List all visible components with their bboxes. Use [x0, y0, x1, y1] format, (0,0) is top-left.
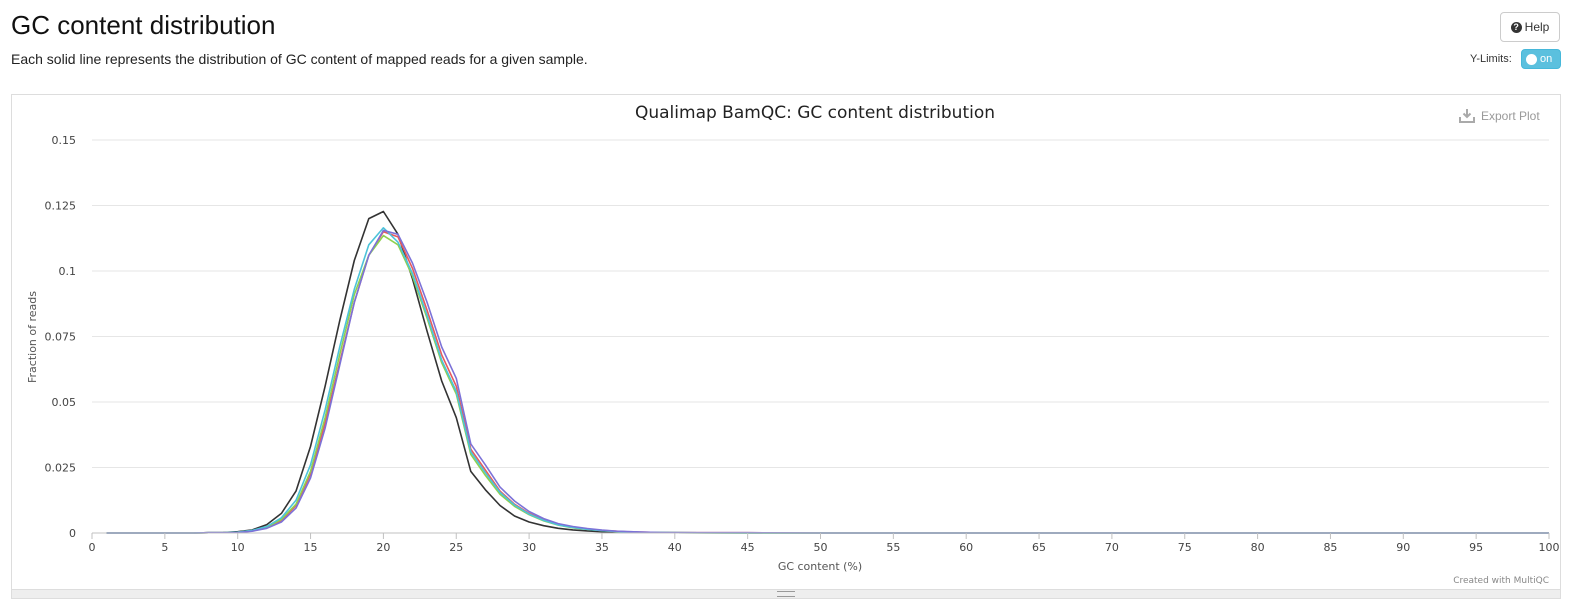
help-button[interactable]: ? Help — [1500, 12, 1560, 42]
x-tick-label: 75 — [1178, 541, 1192, 554]
x-tick-label: 70 — [1105, 541, 1119, 554]
series-line-2[interactable] — [106, 230, 1549, 534]
plot-resize-handle[interactable] — [11, 589, 1561, 599]
y-axis-label: Fraction of reads — [26, 291, 39, 383]
resize-grip-icon — [777, 591, 795, 597]
x-tick-label: 80 — [1251, 541, 1265, 554]
x-tick-label: 50 — [814, 541, 828, 554]
x-tick-label: 90 — [1396, 541, 1410, 554]
x-tick-label: 85 — [1323, 541, 1337, 554]
y-tick-label: 0.025 — [45, 462, 77, 475]
plot-container — [11, 94, 1561, 598]
plot-description: Each solid line represents the distribut… — [11, 51, 588, 67]
x-tick-label: 100 — [1539, 541, 1560, 554]
toggle-knob — [1526, 53, 1537, 65]
y-tick-label: 0.1 — [59, 265, 77, 278]
y-tick-label: 0.125 — [45, 200, 77, 213]
x-tick-label: 5 — [161, 541, 168, 554]
x-tick-label: 25 — [449, 541, 463, 554]
y-tick-label: 0 — [69, 527, 76, 540]
series-line-1[interactable] — [106, 210, 1549, 534]
download-icon — [1459, 109, 1475, 123]
x-tick-label: 30 — [522, 541, 536, 554]
x-tick-label: 15 — [304, 541, 318, 554]
x-tick-label: 95 — [1469, 541, 1483, 554]
credit-text: Created with MultiQC — [1453, 576, 1549, 586]
y-tick-label: 0.15 — [52, 134, 77, 147]
series-layer[interactable] — [106, 210, 1549, 534]
page-title: GC content distribution — [11, 10, 276, 40]
export-plot-button[interactable]: Export Plot — [1459, 108, 1540, 123]
y-tick-label: 0.075 — [45, 331, 77, 344]
x-axis-label: GC content (%) — [778, 560, 862, 573]
x-tick-label: 20 — [376, 541, 390, 554]
x-tick-label: 0 — [89, 541, 96, 554]
x-tick-label: 55 — [886, 541, 900, 554]
help-button-label: Help — [1524, 20, 1550, 34]
y-limits-label: Y-Limits: — [1470, 53, 1512, 65]
axis-layer: 0 0.025 0.05 0.075 0.1 0.125 0.15 0 5 10 15 20 25 30 3… — [45, 134, 1560, 554]
x-tick-label: 60 — [959, 541, 973, 554]
series-line-3[interactable] — [106, 234, 1549, 534]
series-line-4[interactable] — [106, 227, 1549, 534]
x-tick-label: 40 — [668, 541, 682, 554]
chart-title: Qualimap BamQC: GC content distribution — [635, 103, 995, 123]
y-tick-label: 0.05 — [52, 396, 77, 409]
toggle-label: on — [1540, 53, 1553, 65]
x-tick-label: 65 — [1032, 541, 1046, 554]
x-tick-label: 35 — [595, 541, 609, 554]
x-tick-label: 45 — [741, 541, 755, 554]
x-tick-label: 10 — [231, 541, 245, 554]
y-limits-toggle[interactable]: on — [1521, 49, 1561, 69]
series-line-5[interactable] — [106, 229, 1549, 534]
export-plot-label: Export Plot — [1481, 108, 1540, 123]
question-circle-icon: ? — [1510, 21, 1522, 33]
